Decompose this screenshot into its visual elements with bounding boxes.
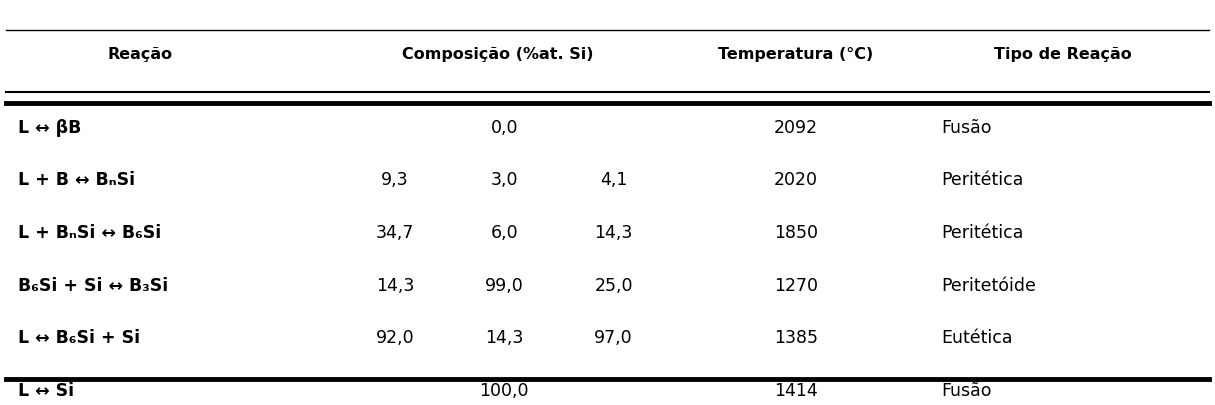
Text: Peritética: Peritética bbox=[942, 224, 1024, 242]
Text: Tipo de Reação: Tipo de Reação bbox=[994, 47, 1132, 62]
Text: 2020: 2020 bbox=[774, 171, 818, 189]
Text: 1414: 1414 bbox=[774, 382, 818, 400]
Text: 4,1: 4,1 bbox=[600, 171, 627, 189]
Text: Peritetóide: Peritetóide bbox=[942, 277, 1036, 294]
Text: 25,0: 25,0 bbox=[594, 277, 633, 294]
Text: 3,0: 3,0 bbox=[491, 171, 518, 189]
Text: 2092: 2092 bbox=[774, 119, 818, 136]
Text: 1850: 1850 bbox=[774, 224, 818, 242]
Text: 97,0: 97,0 bbox=[594, 329, 633, 347]
Text: 92,0: 92,0 bbox=[375, 329, 414, 347]
Text: Reação: Reação bbox=[107, 47, 173, 62]
Text: Peritética: Peritética bbox=[942, 171, 1024, 189]
Text: Fusão: Fusão bbox=[942, 382, 993, 400]
Text: 1385: 1385 bbox=[774, 329, 818, 347]
Text: Temperatura (°C): Temperatura (°C) bbox=[718, 47, 874, 62]
Text: Fusão: Fusão bbox=[942, 119, 993, 136]
Text: 9,3: 9,3 bbox=[382, 171, 408, 189]
Text: 6,0: 6,0 bbox=[491, 224, 518, 242]
Text: Eutética: Eutética bbox=[942, 329, 1013, 347]
Text: 34,7: 34,7 bbox=[375, 224, 414, 242]
Text: 0,0: 0,0 bbox=[491, 119, 518, 136]
Text: L ↔ βB: L ↔ βB bbox=[18, 119, 81, 136]
Text: 14,3: 14,3 bbox=[485, 329, 524, 347]
Text: L ↔ Si: L ↔ Si bbox=[18, 382, 74, 400]
Text: 14,3: 14,3 bbox=[594, 224, 633, 242]
Text: 14,3: 14,3 bbox=[375, 277, 414, 294]
Text: 100,0: 100,0 bbox=[480, 382, 529, 400]
Text: Composição (%at. Si): Composição (%at. Si) bbox=[402, 47, 594, 62]
Text: L + BₙSi ↔ B₆Si: L + BₙSi ↔ B₆Si bbox=[18, 224, 162, 242]
Text: 1270: 1270 bbox=[774, 277, 818, 294]
Text: 99,0: 99,0 bbox=[485, 277, 524, 294]
Text: B₆Si + Si ↔ B₃Si: B₆Si + Si ↔ B₃Si bbox=[18, 277, 169, 294]
Text: L ↔ B₆Si + Si: L ↔ B₆Si + Si bbox=[18, 329, 141, 347]
Text: L + B ↔ BₙSi: L + B ↔ BₙSi bbox=[18, 171, 135, 189]
